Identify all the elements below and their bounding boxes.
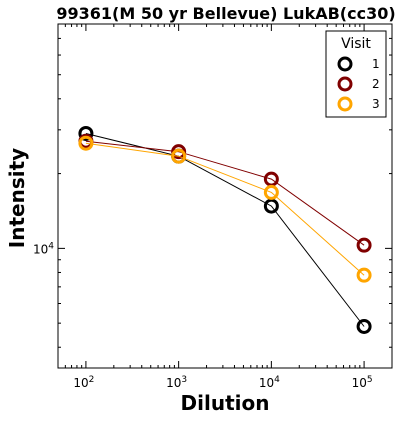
legend-marker bbox=[337, 56, 353, 72]
legend-label: 3 bbox=[372, 97, 380, 111]
y-axis-label: Intensity bbox=[5, 148, 29, 248]
major-ticks: 102 103 104 105 104 bbox=[33, 24, 392, 390]
data-point bbox=[78, 135, 94, 151]
series-layer bbox=[78, 125, 372, 334]
legend-title: Visit bbox=[341, 36, 371, 52]
data-point bbox=[356, 267, 372, 283]
data-point bbox=[171, 148, 187, 164]
x-axis-label: Dilution bbox=[181, 391, 270, 415]
data-point bbox=[356, 318, 372, 334]
legend-label: 2 bbox=[372, 77, 380, 91]
y-tick-label: 104 bbox=[33, 241, 54, 256]
series-3 bbox=[78, 135, 372, 283]
x-tick-label: 104 bbox=[259, 375, 280, 390]
legend-marker bbox=[337, 76, 353, 92]
x-tick-label: 103 bbox=[166, 375, 187, 390]
series-2 bbox=[78, 133, 372, 253]
series-line bbox=[85, 133, 365, 327]
legend-box bbox=[325, 30, 387, 118]
series-line bbox=[85, 142, 365, 276]
x-tick-label: 102 bbox=[73, 375, 94, 390]
legend-label: 1 bbox=[372, 57, 380, 71]
legend-marker bbox=[337, 96, 353, 112]
minor-ticks bbox=[57, 23, 393, 368]
chart-title: 99361(M 50 yr Bellevue) LukAB(cc30) bbox=[56, 4, 395, 23]
data-point bbox=[78, 125, 94, 141]
series-1 bbox=[78, 125, 372, 334]
legend: Visit 1 2 3 bbox=[325, 30, 387, 118]
data-point bbox=[356, 237, 372, 253]
data-point bbox=[263, 184, 279, 200]
plot-frame bbox=[57, 23, 393, 369]
x-tick-label: 105 bbox=[352, 375, 373, 390]
legend-entries: 1 2 3 bbox=[337, 56, 380, 112]
data-point bbox=[263, 198, 279, 214]
series-line bbox=[85, 140, 365, 246]
